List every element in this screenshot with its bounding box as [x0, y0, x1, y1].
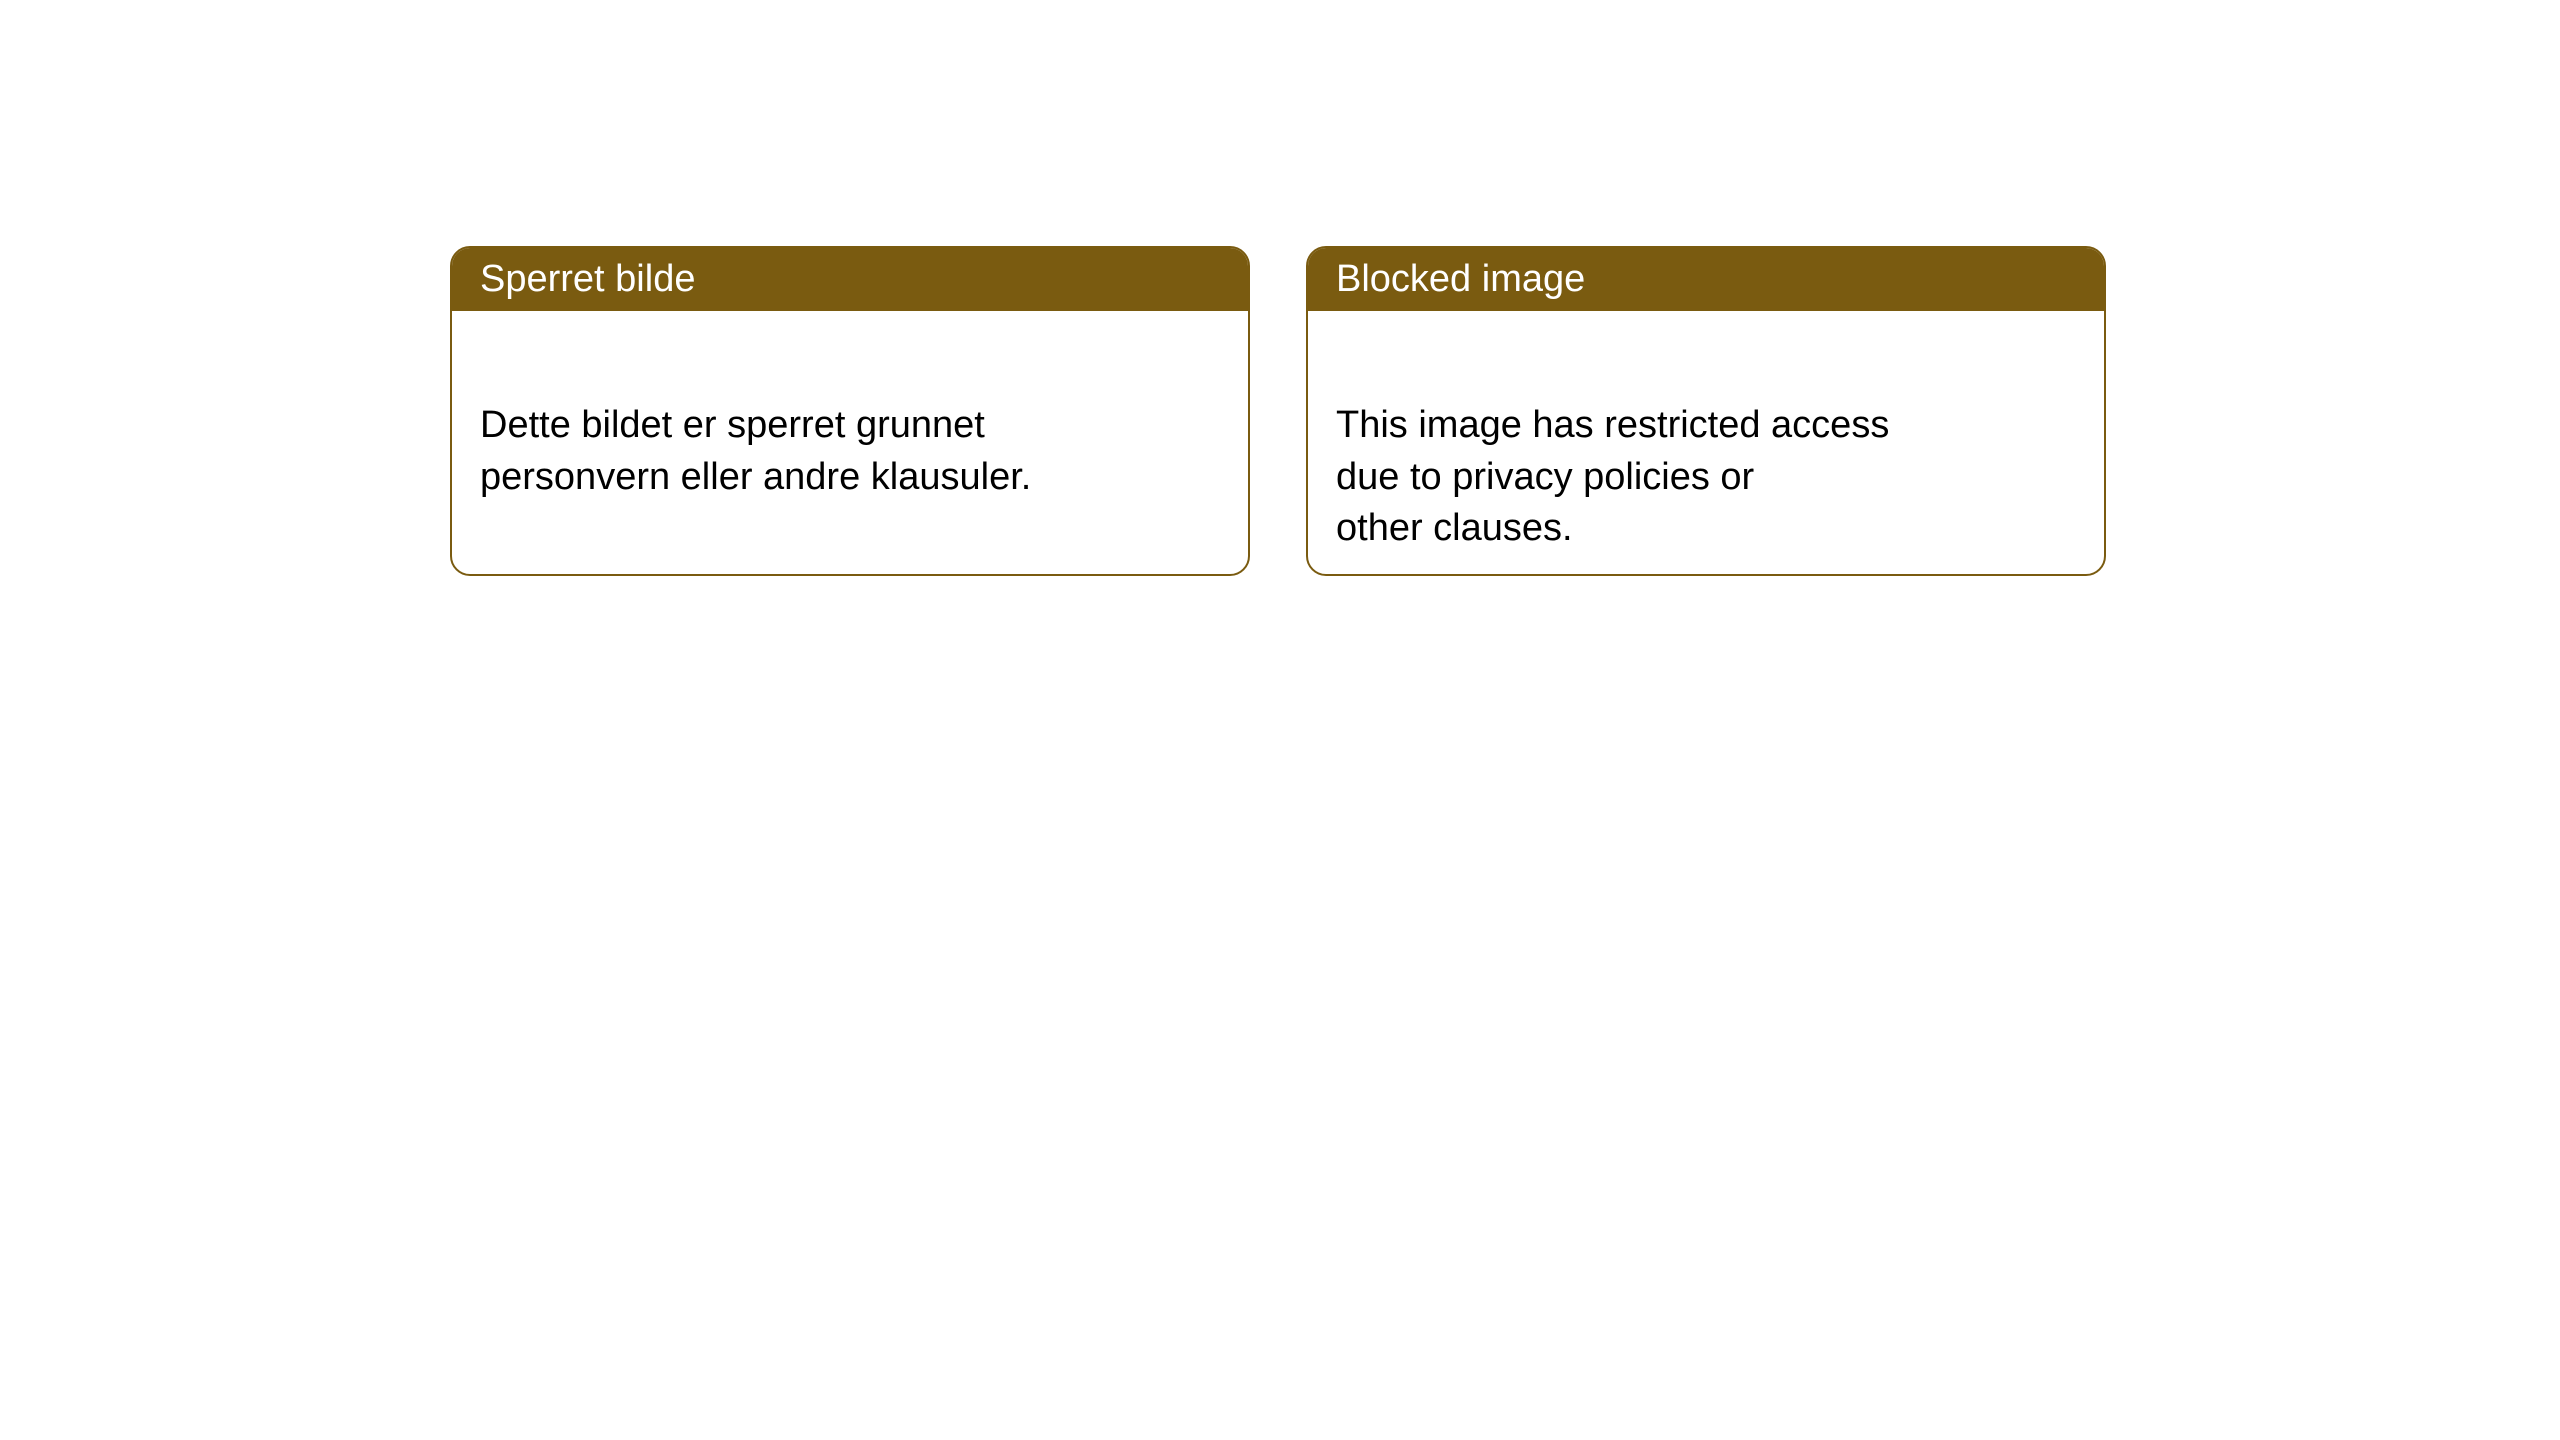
notice-box-norwegian: Sperret bilde Dette bildet er sperret gr…: [450, 246, 1250, 576]
notice-body-norwegian: Dette bildet er sperret grunnet personve…: [452, 311, 1248, 541]
notice-text-norwegian: Dette bildet er sperret grunnet personve…: [480, 404, 1031, 497]
notice-title-english: Blocked image: [1336, 258, 1585, 300]
notice-text-english: This image has restricted access due to …: [1336, 404, 1889, 549]
notice-title-norwegian: Sperret bilde: [480, 258, 695, 300]
notice-box-english: Blocked image This image has restricted …: [1306, 246, 2106, 576]
notice-body-english: This image has restricted access due to …: [1308, 311, 2104, 576]
notice-container: Sperret bilde Dette bildet er sperret gr…: [450, 246, 2106, 576]
notice-header-english: Blocked image: [1308, 248, 2104, 311]
notice-header-norwegian: Sperret bilde: [452, 248, 1248, 311]
